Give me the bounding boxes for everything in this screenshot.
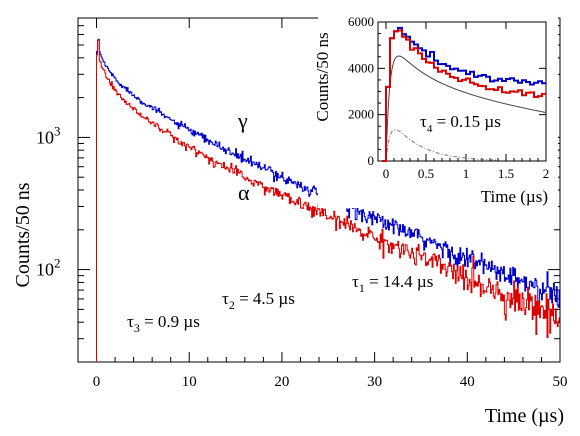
tau4-label: τ4 = 0.15 µs bbox=[420, 112, 501, 135]
main-y-tick-label: 103 bbox=[36, 123, 61, 147]
main-x-tick-label: 30 bbox=[367, 374, 382, 390]
main-x-tick-label: 40 bbox=[460, 374, 475, 390]
inset-background bbox=[318, 8, 558, 208]
inset-x-tick-label: 0 bbox=[383, 166, 390, 181]
series-alpha-line bbox=[96, 39, 560, 362]
inset-plot: 0 0.5 1 1.5 2 0 2000 4000 6000 bbox=[318, 8, 558, 208]
main-x-tick-label: 10 bbox=[182, 374, 197, 390]
inset-y-tick-label: 4000 bbox=[348, 60, 374, 75]
inset-x-tick-label: 1.5 bbox=[498, 166, 514, 181]
main-x-tick-label: 20 bbox=[274, 374, 289, 390]
inset-x-tick-label: 2 bbox=[543, 166, 550, 181]
inset-x-tick-label: 1 bbox=[463, 166, 470, 181]
tau3-label: τ3 = 0.9 µs bbox=[127, 312, 200, 335]
tau2-label: τ2 = 4.5 µs bbox=[222, 289, 295, 312]
inset-series-alpha-line bbox=[382, 29, 546, 162]
main-x-axis-title: Time (µs) bbox=[485, 405, 564, 427]
main-x-tick-label: 0 bbox=[93, 374, 101, 390]
main-y-tick-label: 102 bbox=[36, 256, 61, 280]
gamma-label: γ bbox=[237, 108, 248, 133]
main-y-axis-title: Counts/50 ns bbox=[12, 182, 34, 287]
tau1-label: τ1 = 14.4 µs bbox=[352, 272, 433, 295]
main-x-tick-label: 50 bbox=[553, 374, 568, 390]
inset-y-tick-label: 0 bbox=[368, 153, 375, 168]
inset-y-axis-title: Counts/50 ns bbox=[313, 32, 332, 121]
inset-tau4-component-line bbox=[385, 129, 499, 162]
inset-x-tick-label: 0.5 bbox=[418, 166, 434, 181]
alpha-label: α bbox=[238, 180, 250, 205]
inset-y-tick-label: 6000 bbox=[348, 14, 374, 29]
inset-y-tick-label: 2000 bbox=[348, 107, 374, 122]
inset-fit-line bbox=[385, 55, 547, 162]
inset-x-axis-title: Time (µs) bbox=[481, 187, 548, 206]
